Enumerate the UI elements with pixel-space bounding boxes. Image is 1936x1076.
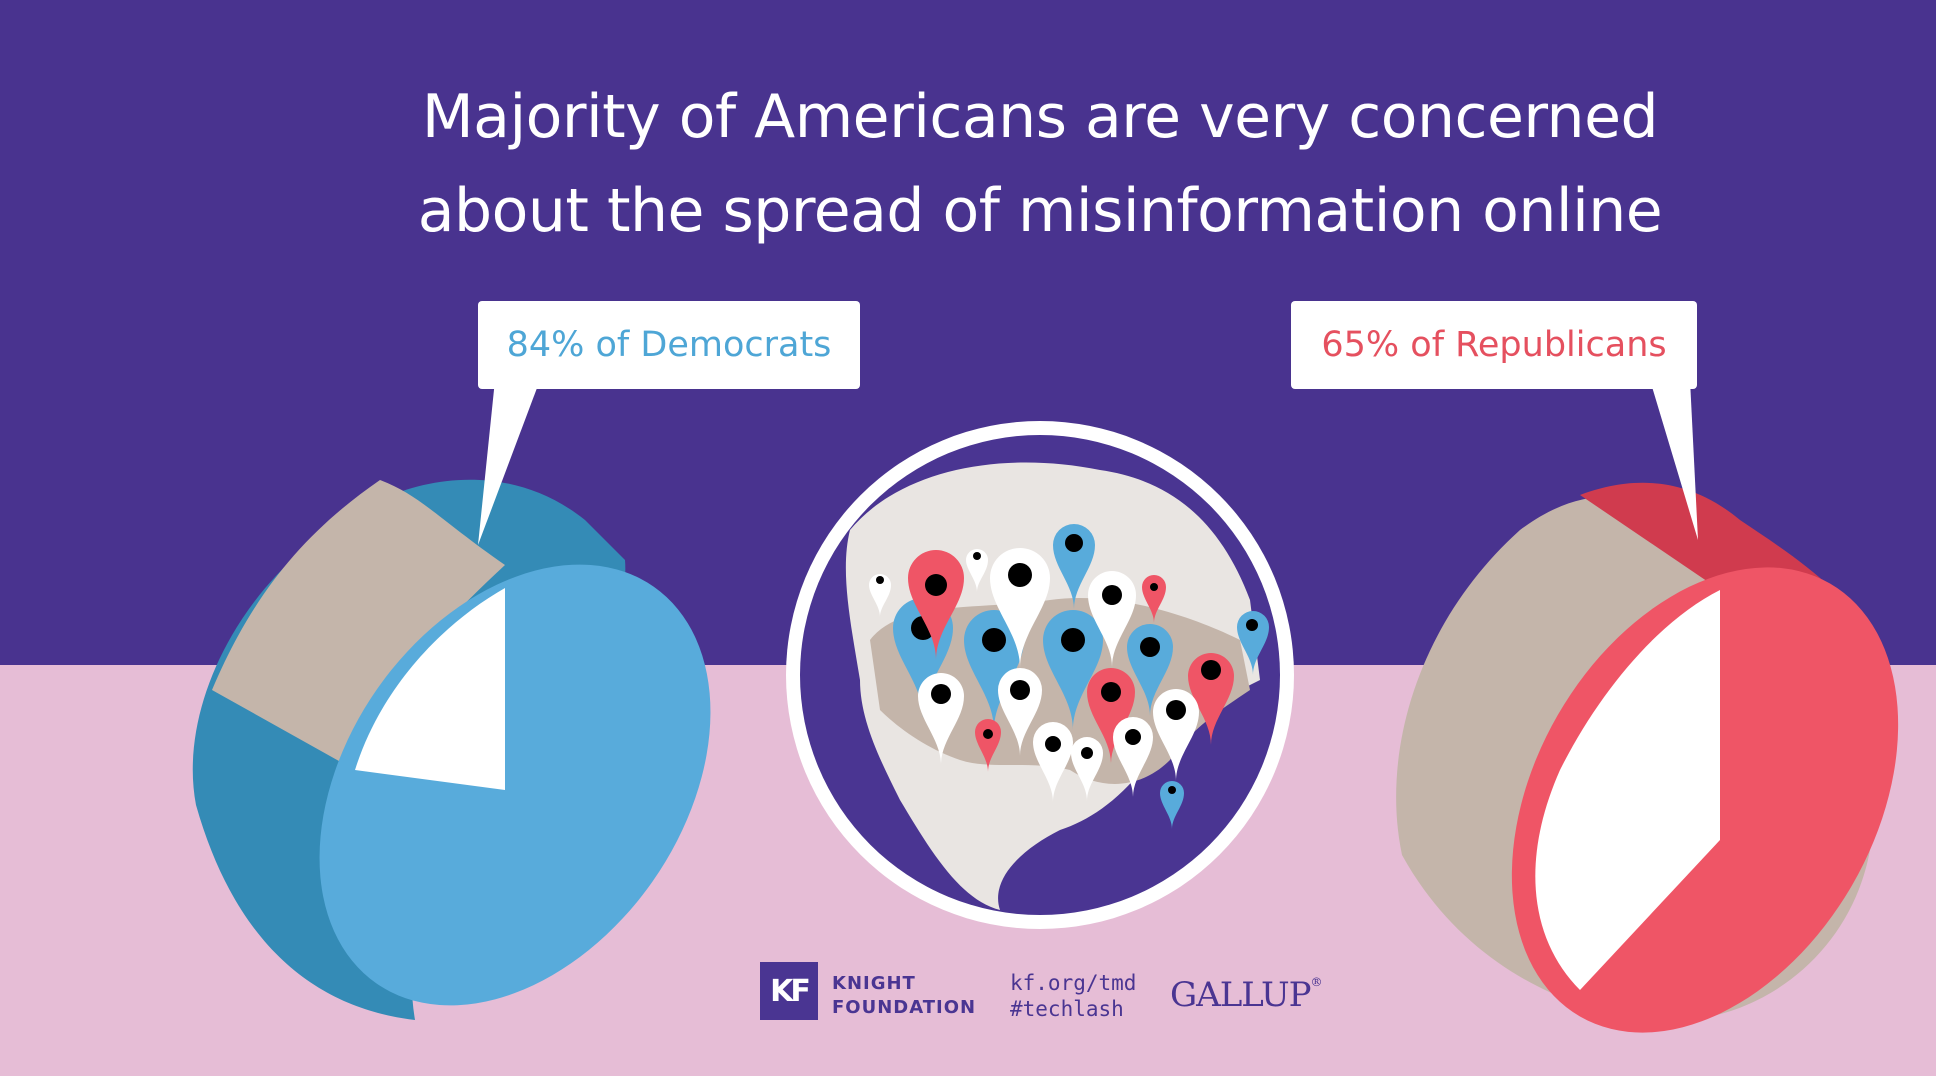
republicans-callout-pointer	[1650, 380, 1698, 540]
location-pin-icon	[918, 673, 964, 765]
footer-links: kf.org/tmd #techlash	[1010, 970, 1136, 1022]
location-pin-icon	[990, 548, 1050, 668]
location-pin-icon	[975, 719, 1001, 772]
location-pin-icon	[1127, 624, 1173, 716]
chart-title: Majority of Americans are very concerned…	[300, 70, 1780, 258]
democrats-pie-side-tan	[212, 480, 505, 770]
location-pin-icon	[1043, 610, 1103, 730]
location-pin-icon	[1160, 781, 1184, 829]
location-pin-icon	[1153, 689, 1199, 781]
chart-title-line-1: Majority of Americans are very concerned	[421, 82, 1659, 152]
knight-foundation-logo-mark: KF	[770, 973, 811, 1009]
location-pin-icon	[1071, 737, 1103, 801]
gallup-registered-mark: ®	[1310, 975, 1323, 989]
location-pin-icon	[1088, 571, 1136, 667]
republicans-slice-other	[1535, 590, 1720, 990]
democrats-slice-other	[355, 588, 505, 790]
org-line-2: FOUNDATION	[832, 997, 977, 1018]
chart-title-line-2: about the spread of misinformation onlin…	[417, 176, 1663, 246]
gallup-wordmark: GALLUP	[1170, 975, 1312, 1015]
location-pin-icon	[964, 610, 1024, 730]
location-pin-icon	[1053, 524, 1095, 609]
footer-link[interactable]: kf.org/tmd	[1010, 971, 1137, 995]
location-pin-icon	[908, 550, 964, 660]
knight-foundation-logo: KF	[760, 962, 818, 1020]
location-pin-icon	[1188, 653, 1234, 745]
map-pins	[869, 524, 1269, 829]
location-pin-icon	[1033, 722, 1073, 802]
republicans-callout: 65% of Republicans	[1291, 301, 1697, 389]
republicans-callout-label: 65% of Republicans	[1321, 325, 1667, 365]
gallup-logo: GALLUP®	[1170, 975, 1323, 1015]
democrats-callout-label: 84% of Democrats	[506, 325, 832, 365]
republicans-pie-chart	[1396, 482, 1899, 1033]
location-pin-icon	[869, 574, 891, 617]
location-pin-icon	[1087, 668, 1135, 764]
democrats-pie-chart	[192, 479, 711, 1020]
knight-foundation-name: KNIGHT FOUNDATION	[832, 972, 976, 1020]
location-pin-icon	[1142, 575, 1166, 623]
location-pin-icon	[966, 549, 988, 592]
democrats-callout: 84% of Democrats	[478, 301, 860, 389]
location-pin-icon	[1237, 611, 1269, 675]
footer-hashtag: #techlash	[1010, 997, 1124, 1021]
location-pin-icon	[1113, 717, 1153, 797]
org-line-1: KNIGHT	[832, 973, 916, 994]
democrats-callout-pointer	[478, 380, 540, 545]
location-pin-icon	[998, 668, 1042, 756]
